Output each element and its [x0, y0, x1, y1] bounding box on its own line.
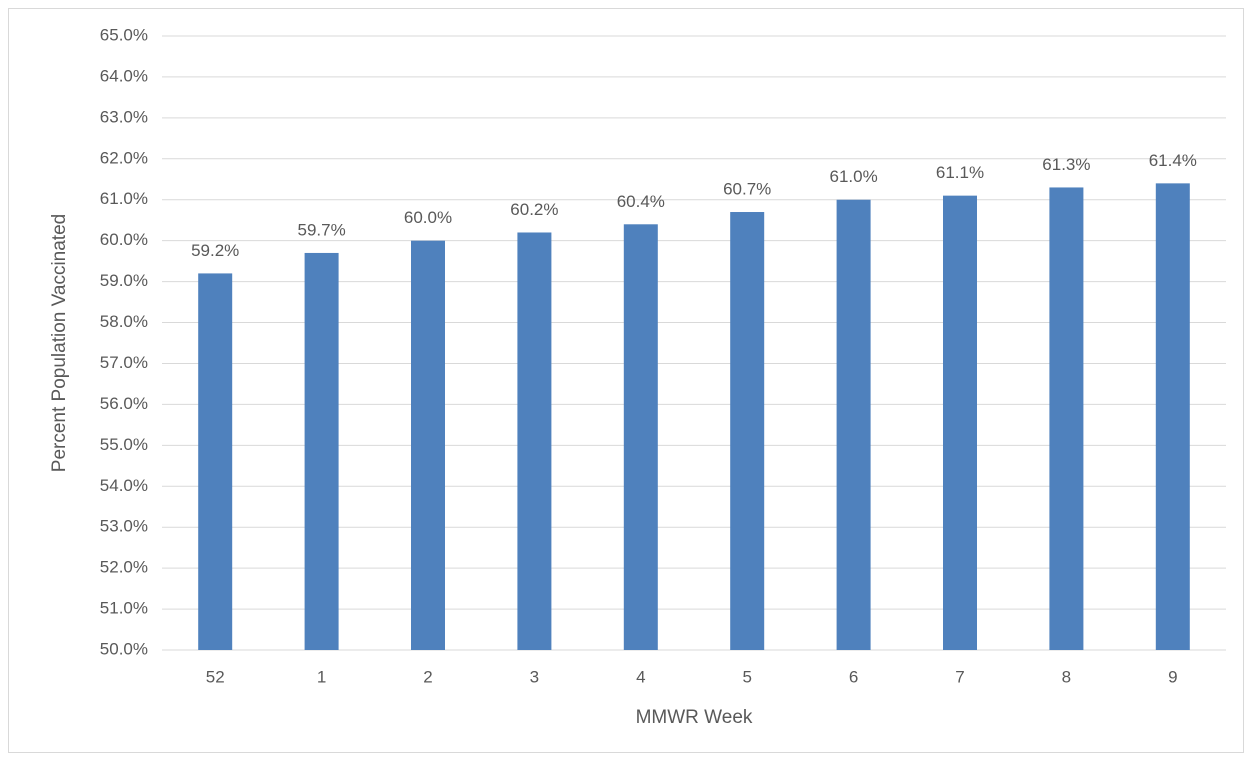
value-label: 61.4%	[1149, 151, 1197, 170]
bar	[623, 224, 658, 650]
y-tick-label: 57.0%	[100, 353, 148, 372]
value-label: 61.3%	[1042, 155, 1090, 174]
bar	[198, 273, 233, 650]
value-label: 61.1%	[936, 163, 984, 182]
bar	[304, 252, 339, 651]
y-tick-label: 58.0%	[100, 312, 148, 331]
x-tick-label: 8	[1062, 667, 1071, 686]
bar	[1049, 187, 1084, 650]
y-tick-label: 55.0%	[100, 435, 148, 454]
value-label: 60.0%	[404, 208, 452, 227]
y-tick-label: 63.0%	[100, 107, 148, 126]
x-tick-label: 6	[849, 667, 858, 686]
y-tick-label: 59.0%	[100, 271, 148, 290]
bar	[1155, 183, 1190, 651]
x-tick-label: 4	[636, 667, 645, 686]
y-tick-label: 54.0%	[100, 476, 148, 495]
bar	[730, 212, 765, 650]
x-tick-label: 2	[423, 667, 432, 686]
x-axis-label: MMWR Week	[636, 707, 753, 728]
value-label: 60.4%	[617, 192, 665, 211]
y-tick-label: 65.0%	[100, 25, 148, 44]
y-tick-label: 60.0%	[100, 230, 148, 249]
value-label: 61.0%	[829, 167, 877, 186]
x-tick-label: 9	[1168, 667, 1177, 686]
bar	[411, 240, 445, 650]
y-tick-label: 53.0%	[100, 517, 148, 536]
y-tick-label: 56.0%	[100, 394, 148, 413]
y-tick-label: 62.0%	[100, 148, 148, 167]
y-tick-label: 61.0%	[100, 189, 148, 208]
x-tick-label: 7	[955, 667, 964, 686]
value-label: 59.7%	[297, 220, 345, 239]
bar	[943, 195, 977, 650]
bar	[517, 232, 552, 651]
value-label: 60.7%	[723, 179, 771, 198]
y-tick-label: 51.0%	[100, 599, 148, 618]
y-axis-label: Percent Population Vaccinated	[49, 214, 70, 472]
value-label: 59.2%	[191, 241, 239, 260]
y-tick-label: 52.0%	[100, 558, 148, 577]
x-tick-label: 52	[206, 667, 225, 686]
x-tick-label: 5	[742, 667, 751, 686]
y-tick-label: 50.0%	[100, 639, 148, 658]
x-tick-label: 3	[530, 667, 539, 686]
y-tick-label: 64.0%	[100, 66, 148, 85]
value-label: 60.2%	[510, 200, 558, 219]
x-tick-label: 1	[317, 667, 326, 686]
bar	[836, 199, 871, 650]
